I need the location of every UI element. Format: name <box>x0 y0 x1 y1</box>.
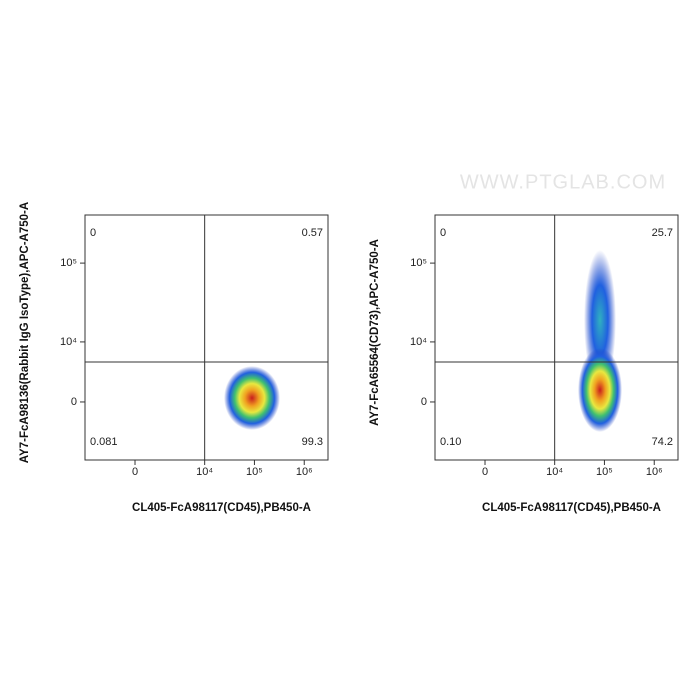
quadrant-percent: 0 <box>90 227 96 239</box>
density-cloud <box>224 366 280 430</box>
y-tick-label: 0 <box>421 396 427 408</box>
quadrant-percent: 99.3 <box>302 436 323 448</box>
quadrant-percent: 0.57 <box>302 227 323 239</box>
quadrant-percent: 0.081 <box>90 436 118 448</box>
quadrant-percent: 0.10 <box>440 436 461 448</box>
x-tick-label: 0 <box>132 466 138 478</box>
x-tick-label: 0 <box>482 466 488 478</box>
plot-frame <box>84 214 329 461</box>
y-axis-label: AY7-FcA65564(CD73),APC-A750-A <box>369 239 381 426</box>
x-axis-label: CL405-FcA98117(CD45),PB450-A <box>482 502 661 514</box>
plot-frame <box>434 214 679 461</box>
y-axis-label: AY7-FcA98136(Rabbit IgG IsoType),APC-A75… <box>19 202 31 463</box>
y-tick-label: 0 <box>71 396 77 408</box>
x-tick-label: 10⁶ <box>296 466 313 478</box>
y-tick-label: 10⁴ <box>60 336 77 348</box>
x-axis-label: CL405-FcA98117(CD45),PB450-A <box>132 502 311 514</box>
x-tick-label: 10⁴ <box>546 466 563 478</box>
density-cloud <box>578 348 622 432</box>
y-tick-label: 10⁴ <box>410 336 427 348</box>
quadrant-percent: 0 <box>440 227 446 239</box>
quadrant-percent: 74.2 <box>652 436 673 448</box>
y-tick-label: 10⁵ <box>410 257 427 269</box>
x-tick-label: 10⁴ <box>196 466 213 478</box>
x-tick-label: 10⁵ <box>596 466 613 478</box>
x-tick-label: 10⁶ <box>646 466 663 478</box>
quadrant-percent: 25.7 <box>652 227 673 239</box>
y-tick-label: 10⁵ <box>60 257 77 269</box>
watermark: WWW.PTGLAB.COM <box>460 171 666 193</box>
x-tick-label: 10⁵ <box>246 466 263 478</box>
